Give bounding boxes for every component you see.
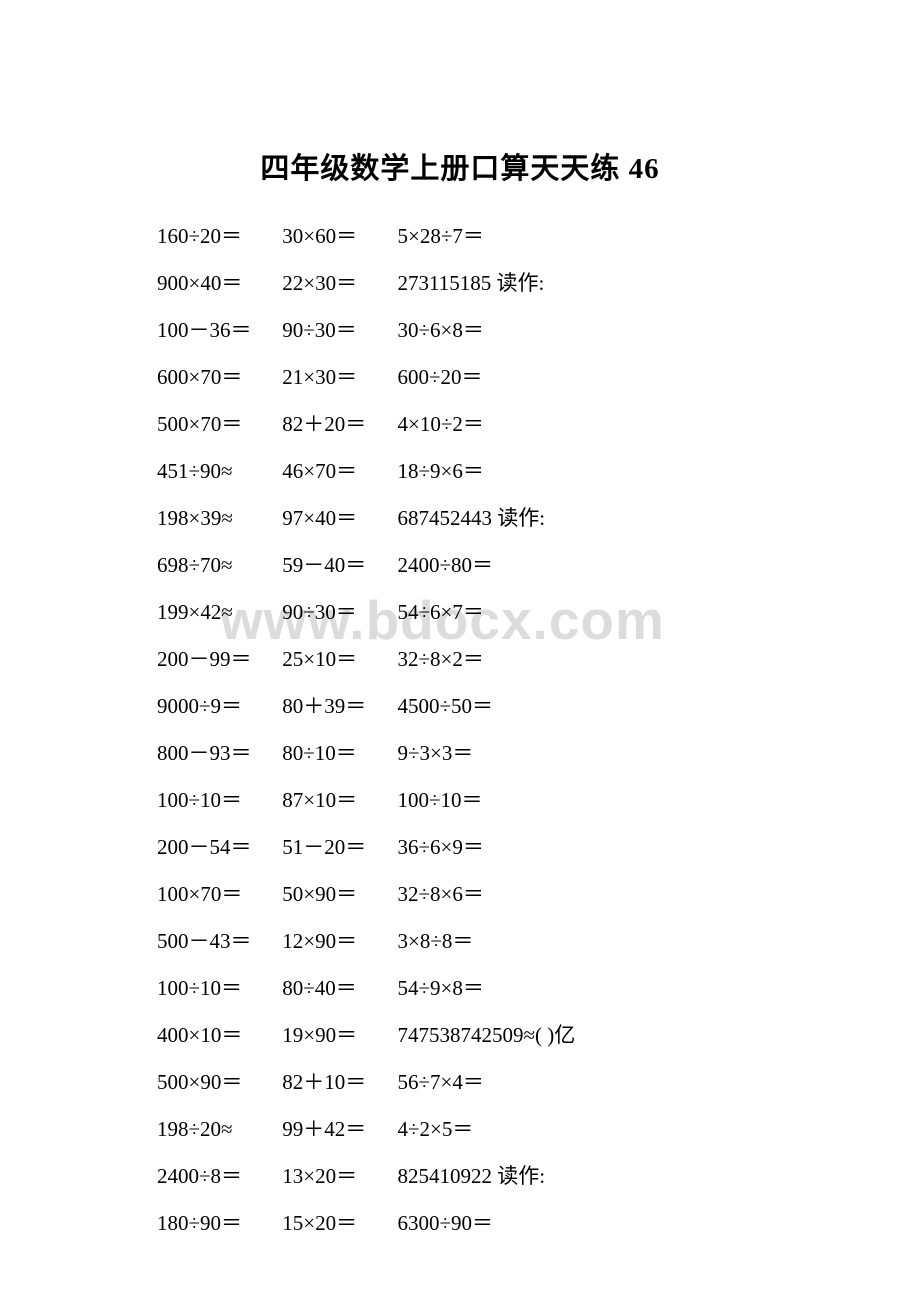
problem-cell: 90÷30＝ <box>282 589 392 636</box>
problem-cell: 30×60＝ <box>282 213 392 260</box>
problem-cell: 2400÷8＝ <box>157 1153 277 1200</box>
problem-cell: 6300÷90＝ <box>398 1200 494 1247</box>
problem-cell: 21×30＝ <box>282 354 392 401</box>
problem-cell: 15×20＝ <box>282 1200 392 1247</box>
problem-row: 198×39≈ 97×40＝ 687452443 读作: <box>157 495 777 542</box>
problem-row: 451÷90≈ 46×70＝ 18÷9×6＝ <box>157 448 777 495</box>
problem-cell: 160÷20＝ <box>157 213 277 260</box>
page-title: 四年级数学上册口算天天练 46 <box>0 145 920 187</box>
problem-cell: 54÷9×8＝ <box>398 965 484 1012</box>
problem-row: 698÷70≈ 59－40＝ 2400÷80＝ <box>157 542 777 589</box>
problem-cell: 82＋20＝ <box>282 401 392 448</box>
problem-cell: 100×70＝ <box>157 871 277 918</box>
problem-cell: 4500÷50＝ <box>398 683 494 730</box>
problem-cell: 4×10÷2＝ <box>398 401 484 448</box>
problem-cell: 3×8÷8＝ <box>398 918 474 965</box>
problem-row: 9000÷9＝ 80＋39＝ 4500÷50＝ <box>157 683 777 730</box>
problems-list: 160÷20＝ 30×60＝ 5×28÷7＝ 900×40＝ 22×30＝ 27… <box>157 213 777 1247</box>
problem-cell: 36÷6×9＝ <box>398 824 484 871</box>
problem-row: 100÷10＝ 87×10＝ 100÷10＝ <box>157 777 777 824</box>
problem-cell: 25×10＝ <box>282 636 392 683</box>
problem-cell: 698÷70≈ <box>157 542 277 589</box>
problem-cell: 87×10＝ <box>282 777 392 824</box>
problem-row: 100÷10＝ 80÷40＝ 54÷9×8＝ <box>157 965 777 1012</box>
problem-row: 180÷90＝ 15×20＝ 6300÷90＝ <box>157 1200 777 1247</box>
problem-cell: 4÷2×5＝ <box>398 1106 474 1153</box>
problem-cell: 500×70＝ <box>157 401 277 448</box>
problem-cell: 199×42≈ <box>157 589 277 636</box>
problem-cell: 100÷10＝ <box>398 777 483 824</box>
problem-row: 100×70＝ 50×90＝ 32÷8×6＝ <box>157 871 777 918</box>
problem-row: 500－43＝ 12×90＝ 3×8÷8＝ <box>157 918 777 965</box>
problem-cell: 200－99＝ <box>157 636 277 683</box>
problem-cell: 180÷90＝ <box>157 1200 277 1247</box>
problem-row: 200－54＝ 51－20＝ 36÷6×9＝ <box>157 824 777 871</box>
problem-row: 198÷20≈ 99＋42＝ 4÷2×5＝ <box>157 1106 777 1153</box>
problem-cell: 19×90＝ <box>282 1012 392 1059</box>
problem-cell: 80÷40＝ <box>282 965 392 1012</box>
problem-cell: 80＋39＝ <box>282 683 392 730</box>
problem-cell: 30÷6×8＝ <box>398 307 484 354</box>
problem-cell: 2400÷80＝ <box>398 542 494 589</box>
problem-row: 160÷20＝ 30×60＝ 5×28÷7＝ <box>157 213 777 260</box>
problem-cell: 12×90＝ <box>282 918 392 965</box>
problem-cell: 400×10＝ <box>157 1012 277 1059</box>
problem-cell: 99＋42＝ <box>282 1106 392 1153</box>
problem-cell: 50×90＝ <box>282 871 392 918</box>
problem-cell: 32÷8×6＝ <box>398 871 484 918</box>
problem-cell: 56÷7×4＝ <box>398 1059 484 1106</box>
problem-cell: 13×20＝ <box>282 1153 392 1200</box>
problem-cell: 198÷20≈ <box>157 1106 277 1153</box>
problem-cell: 825410922 读作: <box>398 1153 546 1200</box>
problem-row: 800－93＝ 80÷10＝ 9÷3×3＝ <box>157 730 777 777</box>
problem-cell: 500×90＝ <box>157 1059 277 1106</box>
problem-cell: 90÷30＝ <box>282 307 392 354</box>
problem-cell: 747538742509≈( )亿 <box>398 1012 576 1059</box>
problem-cell: 198×39≈ <box>157 495 277 542</box>
problem-cell: 100÷10＝ <box>157 777 277 824</box>
problem-cell: 82＋10＝ <box>282 1059 392 1106</box>
problem-row: 100－36＝ 90÷30＝ 30÷6×8＝ <box>157 307 777 354</box>
problem-cell: 900×40＝ <box>157 260 277 307</box>
problem-cell: 46×70＝ <box>282 448 392 495</box>
problem-cell: 22×30＝ <box>282 260 392 307</box>
problem-cell: 32÷8×2＝ <box>398 636 484 683</box>
problem-cell: 200－54＝ <box>157 824 277 871</box>
problem-cell: 451÷90≈ <box>157 448 277 495</box>
problem-cell: 51－20＝ <box>282 824 392 871</box>
problem-cell: 687452443 读作: <box>398 495 546 542</box>
problem-cell: 600×70＝ <box>157 354 277 401</box>
problem-cell: 9000÷9＝ <box>157 683 277 730</box>
problem-cell: 5×28÷7＝ <box>398 213 484 260</box>
problem-cell: 59－40＝ <box>282 542 392 589</box>
problem-cell: 273115185 读作: <box>398 260 545 307</box>
problem-cell: 500－43＝ <box>157 918 277 965</box>
problem-cell: 600÷20＝ <box>398 354 483 401</box>
problem-row: 600×70＝ 21×30＝ 600÷20＝ <box>157 354 777 401</box>
problem-cell: 100÷10＝ <box>157 965 277 1012</box>
problem-row: 500×90＝ 82＋10＝ 56÷7×4＝ <box>157 1059 777 1106</box>
problem-cell: 80÷10＝ <box>282 730 392 777</box>
problem-cell: 100－36＝ <box>157 307 277 354</box>
problem-row: 900×40＝ 22×30＝ 273115185 读作: <box>157 260 777 307</box>
problem-cell: 800－93＝ <box>157 730 277 777</box>
problem-row: 2400÷8＝ 13×20＝ 825410922 读作: <box>157 1153 777 1200</box>
problem-row: 200－99＝ 25×10＝ 32÷8×2＝ <box>157 636 777 683</box>
problem-cell: 18÷9×6＝ <box>398 448 484 495</box>
problem-cell: 54÷6×7＝ <box>398 589 484 636</box>
problem-cell: 9÷3×3＝ <box>398 730 474 777</box>
problem-cell: 97×40＝ <box>282 495 392 542</box>
problem-row: 500×70＝ 82＋20＝ 4×10÷2＝ <box>157 401 777 448</box>
problem-row: 400×10＝ 19×90＝ 747538742509≈( )亿 <box>157 1012 777 1059</box>
problem-row: 199×42≈ 90÷30＝ 54÷6×7＝ <box>157 589 777 636</box>
